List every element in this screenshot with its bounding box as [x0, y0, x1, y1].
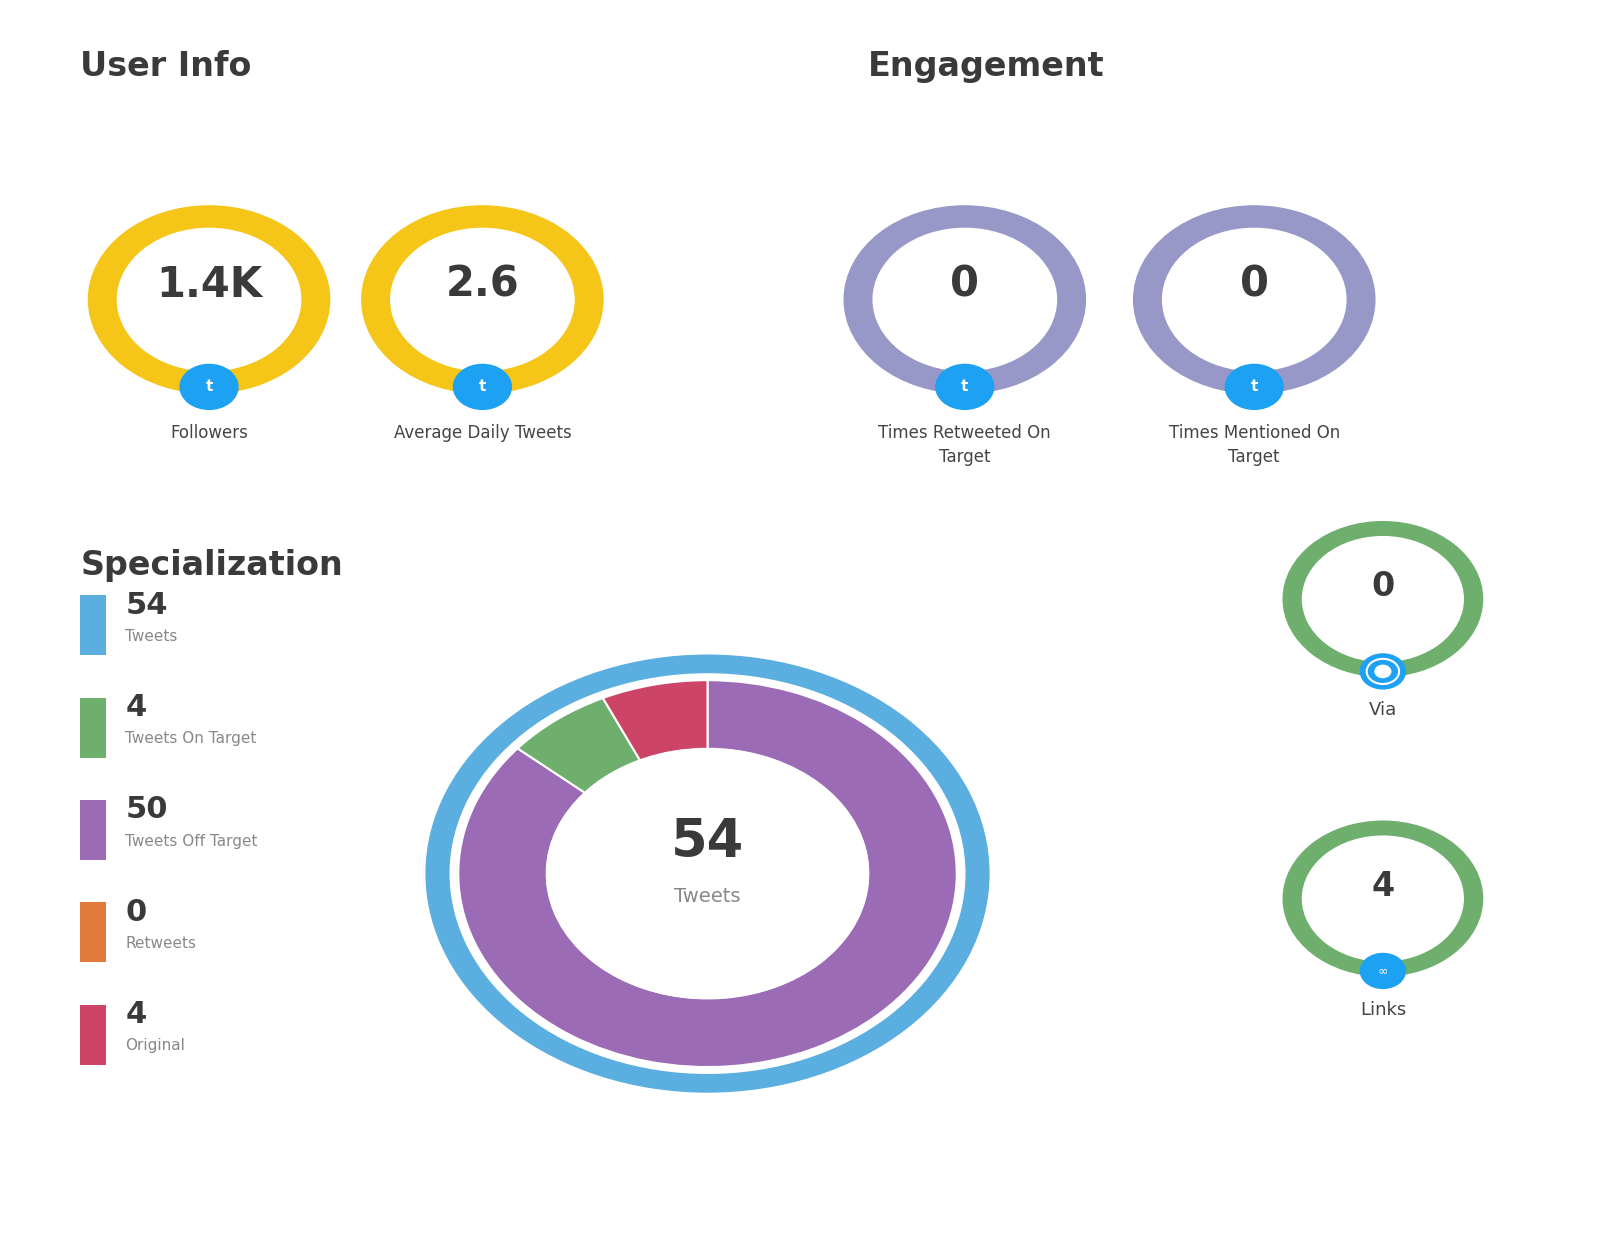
Text: Tweets: Tweets — [125, 629, 178, 644]
Text: 50: 50 — [125, 795, 167, 825]
FancyBboxPatch shape — [80, 800, 106, 860]
Text: Times Retweeted On
Target: Times Retweeted On Target — [877, 424, 1051, 466]
Text: Average Daily Tweets: Average Daily Tweets — [394, 424, 570, 442]
Text: t: t — [479, 379, 485, 394]
Text: 54: 54 — [670, 816, 744, 869]
Circle shape — [1282, 821, 1482, 976]
Circle shape — [450, 674, 964, 1073]
Circle shape — [453, 364, 511, 409]
Text: t: t — [206, 379, 212, 394]
Circle shape — [873, 228, 1056, 371]
Text: 2.6: 2.6 — [445, 263, 519, 306]
Text: User Info: User Info — [80, 50, 252, 82]
Circle shape — [1302, 537, 1462, 661]
Circle shape — [935, 364, 993, 409]
Circle shape — [1302, 836, 1462, 961]
Text: Followers: Followers — [170, 424, 247, 442]
Text: Tweets Off Target: Tweets Off Target — [125, 834, 257, 849]
Text: t: t — [1250, 379, 1257, 394]
Text: 4: 4 — [125, 693, 146, 723]
Circle shape — [180, 364, 238, 409]
Wedge shape — [517, 698, 640, 792]
Text: 4: 4 — [125, 1000, 146, 1030]
Circle shape — [117, 228, 301, 371]
Text: Specialization: Specialization — [80, 549, 342, 582]
Circle shape — [844, 206, 1085, 393]
Text: Tweets: Tweets — [673, 886, 741, 906]
Wedge shape — [458, 680, 956, 1067]
Text: 4: 4 — [1371, 870, 1393, 902]
Text: 0: 0 — [125, 897, 146, 927]
Wedge shape — [603, 680, 707, 760]
Text: t: t — [961, 379, 967, 394]
Circle shape — [88, 206, 329, 393]
Text: 0: 0 — [950, 263, 979, 306]
FancyBboxPatch shape — [80, 902, 106, 962]
FancyBboxPatch shape — [80, 595, 106, 655]
Text: ∞: ∞ — [1377, 965, 1387, 977]
Circle shape — [391, 228, 574, 371]
Circle shape — [1360, 953, 1405, 988]
Text: Via: Via — [1368, 701, 1396, 719]
Text: Original: Original — [125, 1038, 185, 1053]
Text: 0: 0 — [1239, 263, 1268, 306]
Text: 54: 54 — [125, 590, 167, 620]
Text: Tweets On Target: Tweets On Target — [125, 731, 257, 746]
FancyBboxPatch shape — [80, 698, 106, 758]
Text: Engagement: Engagement — [868, 50, 1104, 82]
Text: Links: Links — [1360, 1001, 1405, 1018]
Circle shape — [362, 206, 603, 393]
Circle shape — [1360, 654, 1405, 689]
FancyBboxPatch shape — [80, 1005, 106, 1065]
Circle shape — [1374, 665, 1390, 678]
Circle shape — [1225, 364, 1282, 409]
Text: Times Mentioned On
Target: Times Mentioned On Target — [1168, 424, 1339, 466]
Circle shape — [426, 655, 988, 1092]
Circle shape — [1133, 206, 1374, 393]
Circle shape — [1162, 228, 1345, 371]
Circle shape — [1282, 522, 1482, 676]
Text: 0: 0 — [1371, 570, 1393, 603]
Circle shape — [546, 749, 868, 998]
Text: 1.4K: 1.4K — [156, 263, 262, 306]
Text: Retweets: Retweets — [125, 936, 196, 951]
